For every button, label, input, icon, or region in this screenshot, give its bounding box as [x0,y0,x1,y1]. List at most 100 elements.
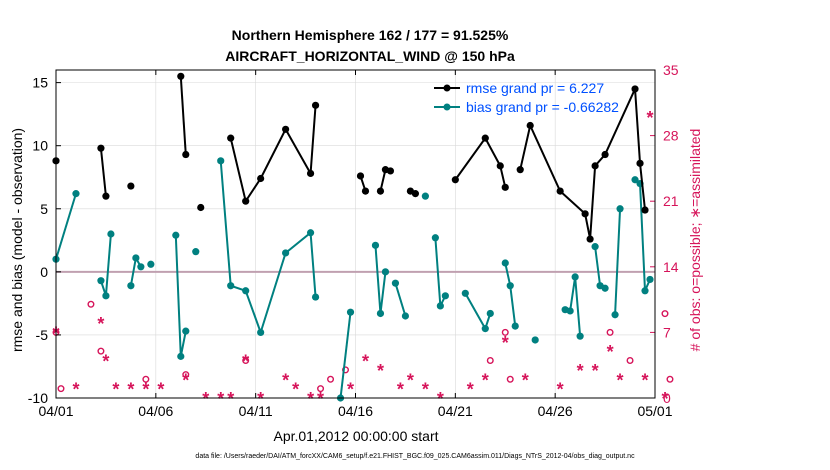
rmse-point [501,183,509,191]
obs-assimilated-marker: * [307,389,314,409]
y-axis-label: rmse and bias (model - observation) [9,128,25,352]
x-tick-label: 04/26 [538,403,573,419]
bias-point [282,249,290,257]
bias-point [591,243,599,251]
bias-point [511,322,519,330]
bias-point [506,282,514,290]
obs-assimilated-marker: * [377,361,384,381]
bias-point [132,254,140,262]
bias-point [137,263,145,271]
bias-point [102,292,110,300]
obs-assimilated-marker: * [217,389,224,409]
chart-title: Northern Hemisphere 162 / 177 = 91.525% [232,27,509,43]
bias-point [441,292,449,300]
obs-assimilated-marker: * [292,380,299,400]
rmse-point [177,72,185,80]
obs-assimilated-marker: * [407,370,414,390]
bias-point [346,308,355,316]
y-tick-label: 15 [32,75,48,91]
rmse-point [586,235,594,243]
right-y-tick-label: 0 [663,390,671,406]
bias-point [257,328,265,336]
obs-assimilated-marker: * [467,380,474,400]
bias-point [481,325,489,333]
rmse-point [356,172,365,180]
obs-assimilated-marker: * [242,352,249,372]
obs-count-series: ***** * * * ** * **** * * * ** ** * * * * *** ** *** *** [52,108,674,409]
rmse-line-segment [519,88,647,240]
rmse-point [496,162,504,170]
axes: 04/01 04/06 04/11 04/16 04/21 04/26 05/01 -10 -5… [28,62,679,419]
legend-bias-label: bias grand pr = -0.66282 [466,99,619,115]
obs-possible-marker [626,357,634,365]
obs-assimilated-marker: * [112,380,119,400]
bias-point [177,352,185,360]
rmse-point [311,101,320,109]
bias-point [376,309,385,318]
obs-possible-marker [327,375,335,383]
obs-assimilated-marker: * [607,342,614,362]
obs-assimilated-marker: * [97,314,104,334]
obs-possible-marker [342,366,350,374]
bias-point [381,268,390,276]
rmse-point [127,182,135,190]
bias-point [401,312,410,320]
obs-possible-marker [317,385,325,393]
rmse-point [411,190,419,198]
right-y-tick-label: 7 [663,324,671,340]
bias-point [616,205,624,213]
obs-possible-marker [486,357,494,365]
rmse-series [52,72,649,243]
rmse-point [526,121,534,130]
bias-point [217,157,225,165]
bias-point [531,336,539,344]
legend-bias-marker [443,103,451,111]
bias-point [641,287,649,295]
rmse-point [581,210,589,218]
right-axis-label: # of obs: o=possible; ∗=assimilated [687,129,703,352]
bias-point [501,259,509,267]
rmse-point [631,85,639,93]
bias-point [242,287,250,295]
rmse-point [386,167,395,175]
bias-point [436,302,444,310]
rmse-point [361,187,370,195]
rmse-point [636,159,644,167]
rmse-point [197,203,205,212]
rmse-line-segment [99,148,107,197]
right-y-tick-label: 21 [663,193,679,209]
bias-point [461,289,469,297]
right-y-tick-label: 14 [663,259,679,275]
x-axis-label: Apr.01,2012 00:00:00 start [273,428,438,444]
obs-assimilated-marker: * [317,389,324,409]
bias-point [611,311,619,319]
legend-rmse-label: rmse grand pr = 6.227 [466,80,604,96]
bias-point [311,293,320,301]
rmse-point [257,174,265,183]
obs-possible-marker [142,375,150,383]
rmse-point [451,176,459,184]
bias-point [227,282,235,290]
obs-assimilated-marker: * [157,380,164,400]
obs-possible-marker [501,328,509,336]
bias-point [391,279,400,287]
rmse-point [641,206,649,214]
rmse-point [282,125,290,133]
x-tick-label: 05/01 [637,403,672,419]
x-tick-label: 04/01 [38,403,73,419]
x-tick-label: 04/06 [138,403,173,419]
right-y-tick-label: 35 [663,62,679,78]
legend-rmse-marker [443,84,451,92]
obs-assimilated-marker: * [647,108,654,128]
obs-possible-marker [666,375,674,383]
bias-point [576,332,584,340]
rmse-line-segment [454,136,507,188]
plot-frame [55,69,656,399]
bias-point [72,190,80,198]
bias-point [646,275,654,284]
bias-point [566,307,574,315]
rmse-line-segment [229,105,317,204]
legend: rmse grand pr = 6.227 bias grand pr = -0… [434,80,619,115]
bias-point [571,273,579,281]
